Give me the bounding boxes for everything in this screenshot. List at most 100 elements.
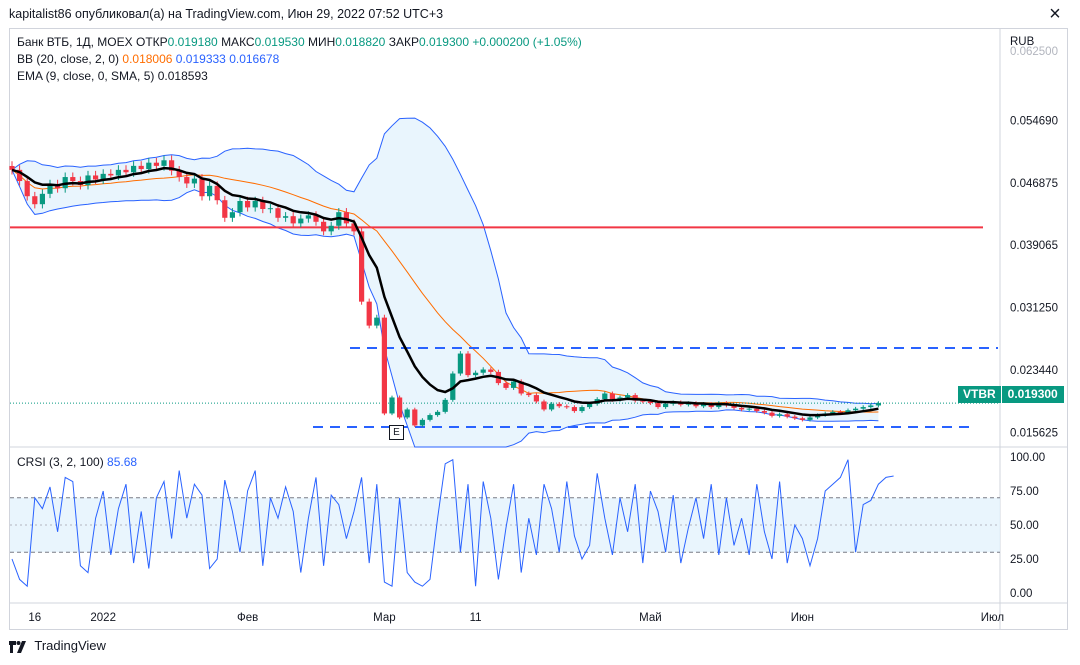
candle-body — [868, 405, 874, 408]
y-tick-label: 0.015625 — [1010, 427, 1058, 439]
candle-body — [214, 185, 220, 201]
y-tick-label: 0.039065 — [1010, 240, 1058, 252]
crsi-value: 85.68 — [107, 455, 138, 469]
candle-body — [298, 218, 304, 224]
candle-body — [708, 403, 714, 408]
candle-body — [663, 403, 669, 408]
earnings-event-marker[interactable]: E — [389, 425, 404, 440]
candle-body — [830, 411, 836, 414]
candle-body — [222, 200, 228, 218]
ema-label: EMA (9, close, 0, SMA, 5) — [17, 69, 155, 83]
candle-body — [541, 401, 547, 410]
candle-body — [602, 393, 608, 400]
ema-line — [11, 166, 879, 417]
y-tick-label: 0.046875 — [1010, 178, 1058, 190]
x-tick-label: 16 — [28, 612, 41, 624]
candle-body — [85, 175, 91, 186]
open-label: ОТКР — [135, 35, 168, 49]
candle-body — [784, 414, 790, 417]
candle-body — [343, 212, 349, 224]
candle-body — [328, 225, 334, 232]
candle-body — [397, 397, 403, 418]
bb-lower-value: 0.016678 — [229, 52, 280, 66]
candle-body — [465, 353, 471, 376]
candle-body — [176, 170, 182, 178]
currency-label: RUB — [1010, 36, 1035, 48]
close-value: 0.019300 — [418, 35, 470, 49]
candle-body — [290, 216, 296, 224]
candle-body — [39, 193, 45, 205]
candle-body — [625, 395, 631, 398]
close-icon[interactable]: × — [1049, 3, 1061, 25]
candle-body — [549, 403, 555, 410]
candle-body — [579, 407, 585, 412]
crsi-tick-label: 25.00 — [1010, 554, 1039, 566]
candle-body — [754, 408, 760, 412]
candle-body — [761, 411, 767, 413]
candle-body — [93, 175, 99, 180]
open-value: 0.019180 — [167, 35, 218, 49]
crsi-tick-label: 0.00 — [1010, 588, 1032, 600]
candle-body — [533, 395, 539, 402]
candle-body — [609, 393, 615, 400]
candle-body — [229, 212, 235, 218]
candle-body — [412, 409, 418, 426]
bb-lower-line — [11, 169, 879, 448]
x-tick-label: 11 — [470, 612, 482, 624]
candle-body — [457, 353, 463, 374]
crsi-legend: CRSI (3, 2, 100) 85.68 — [17, 455, 137, 469]
candle-body — [9, 165, 15, 170]
candle-body — [351, 223, 357, 232]
price-tag-ticker: VTBR — [958, 386, 1002, 403]
y-tick-label: 0.031250 — [1010, 303, 1058, 315]
candle-body — [131, 165, 137, 173]
candle-body — [359, 231, 365, 302]
x-tick-label: Июн — [791, 612, 814, 624]
candle-body — [739, 407, 745, 410]
candle-body — [473, 372, 479, 376]
candle-body — [138, 165, 144, 170]
candle-body — [442, 399, 448, 412]
last-price-tag: VTBR 0.019300 — [958, 386, 1064, 403]
candle-body — [655, 403, 661, 408]
candle-body — [853, 408, 859, 411]
bb-basis-value: 0.018006 — [122, 52, 173, 66]
candle-body — [207, 185, 213, 197]
chart-frame — [9, 28, 1068, 630]
candle-body — [746, 408, 752, 410]
candle-body — [70, 177, 76, 182]
candle-body — [32, 196, 38, 205]
candle-body — [807, 417, 813, 420]
candle-body — [199, 178, 205, 197]
candle-body — [526, 393, 532, 396]
candle-body — [100, 173, 106, 180]
bb-upper-line — [11, 117, 879, 405]
candle-body — [632, 395, 638, 401]
footer-brand: TradingView — [34, 638, 106, 653]
candle-body — [647, 401, 653, 404]
candle-body — [571, 407, 577, 412]
candle-body — [556, 403, 562, 407]
crsi-line — [11, 458, 894, 588]
candle-body — [511, 381, 517, 388]
candle-body — [404, 409, 410, 418]
x-tick-label: Фев — [237, 612, 258, 624]
candle-body — [123, 169, 129, 173]
candle-body — [518, 381, 524, 394]
x-tick-label: Май — [639, 612, 662, 624]
candle-body — [564, 406, 570, 408]
candle-body — [837, 411, 843, 413]
bb-fill — [12, 118, 879, 447]
close-label: ЗАКР — [388, 35, 419, 49]
crsi-tick-label: 50.00 — [1010, 520, 1039, 532]
candle-body — [17, 169, 23, 182]
high-value: 0.019530 — [254, 35, 305, 49]
candle-body — [693, 403, 699, 407]
candle-body — [191, 178, 197, 184]
footer: TradingView — [9, 638, 106, 658]
crsi-tick-label: 75.00 — [1010, 486, 1039, 498]
symbol-legend: Банк ВТБ, 1Д, MOEX ОТКР0.019180 МАКС0.01… — [17, 35, 582, 49]
candle-body — [799, 418, 805, 420]
candle-body — [313, 215, 319, 222]
